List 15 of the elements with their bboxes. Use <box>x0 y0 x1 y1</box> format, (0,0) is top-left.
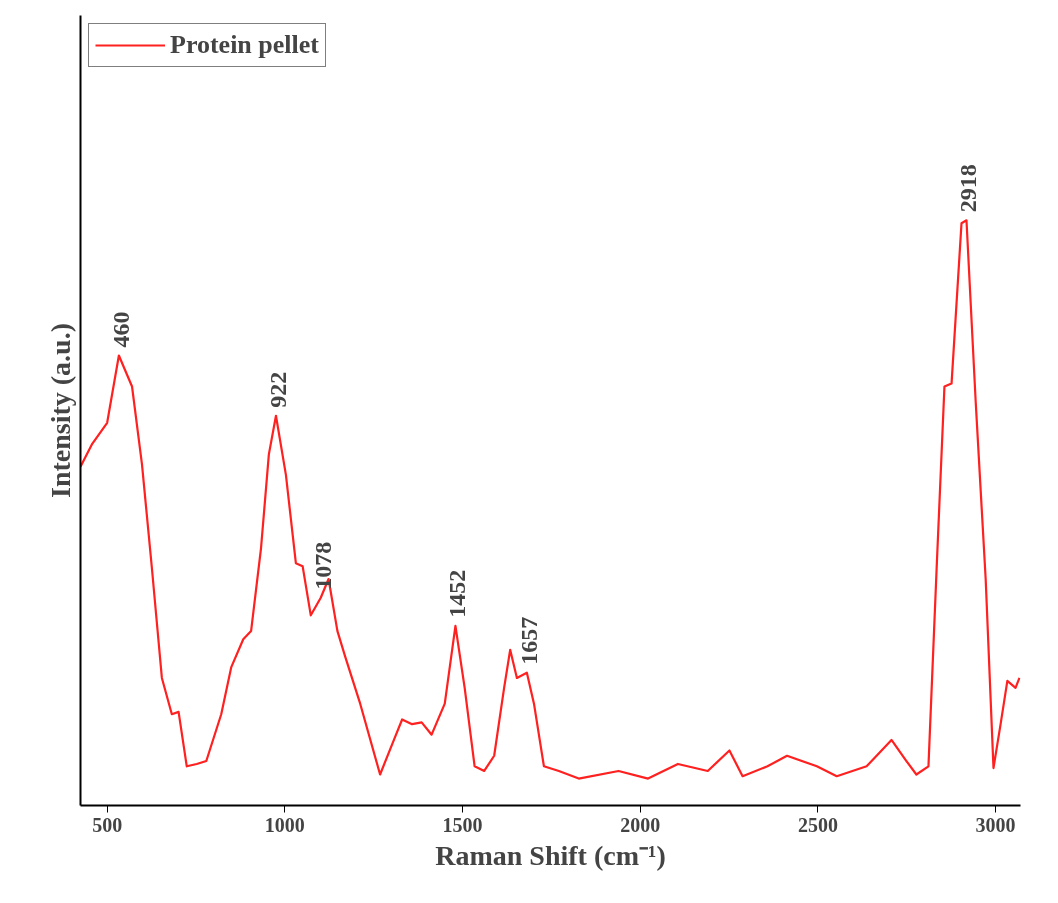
annotation: 1657 <box>515 616 542 665</box>
y-axis-title: Intensity (a.u.) <box>44 322 76 499</box>
x-axis-title: Raman Shift (cm⁻¹) <box>435 839 666 871</box>
x-tick-label: 1500 <box>442 813 483 836</box>
annotation: 1078 <box>309 541 336 590</box>
annotation: 1452 <box>444 569 471 618</box>
x-tick-label: 1000 <box>264 813 305 836</box>
x-tick-label: 3000 <box>975 813 1016 836</box>
x-tick-label: 500 <box>92 813 123 836</box>
x-tick-label: 2000 <box>620 813 661 836</box>
legend-label: Protein pellet <box>170 30 319 60</box>
annotation: 460 <box>107 311 134 348</box>
x-tick-label: 2500 <box>797 813 838 836</box>
annotation: 922 <box>264 371 291 408</box>
annotation: 2918 <box>955 164 982 213</box>
